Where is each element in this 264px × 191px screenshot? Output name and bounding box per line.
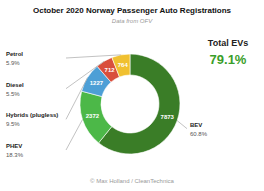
svg-text:5.5%: 5.5% xyxy=(8,91,20,97)
svg-text:Hybrids (plugless): Hybrids (plugless) xyxy=(8,112,58,118)
svg-text:712: 712 xyxy=(105,67,116,73)
html-text:Total EVs: Total EVs xyxy=(207,38,249,48)
svg-text:BEV: BEV xyxy=(190,122,202,128)
svg-text:2372: 2372 xyxy=(86,113,100,119)
svg-text:1227: 1227 xyxy=(90,80,104,86)
html-text:© Max Holland / CleanTechnica: © Max Holland / CleanTechnica xyxy=(90,178,174,184)
html-text:October 2020 Norway Passenger: October 2020 Norway Passenger Auto Regis… xyxy=(33,6,231,15)
svg-text:Diesel: Diesel xyxy=(8,82,24,88)
html-text:79.1%: 79.1% xyxy=(209,52,247,67)
html-text:Data from OFV: Data from OFV xyxy=(111,18,153,24)
svg-text:5.9%: 5.9% xyxy=(8,60,20,66)
svg-text:9.5%: 9.5% xyxy=(8,121,20,127)
svg-text:764: 764 xyxy=(118,62,129,68)
svg-text:Petrol: Petrol xyxy=(8,51,23,57)
svg-text:PHEV: PHEV xyxy=(8,143,22,149)
svg-text:18.3%: 18.3% xyxy=(8,152,24,158)
svg-text:60.8%: 60.8% xyxy=(190,131,208,137)
svg-text:7873: 7873 xyxy=(161,114,175,120)
